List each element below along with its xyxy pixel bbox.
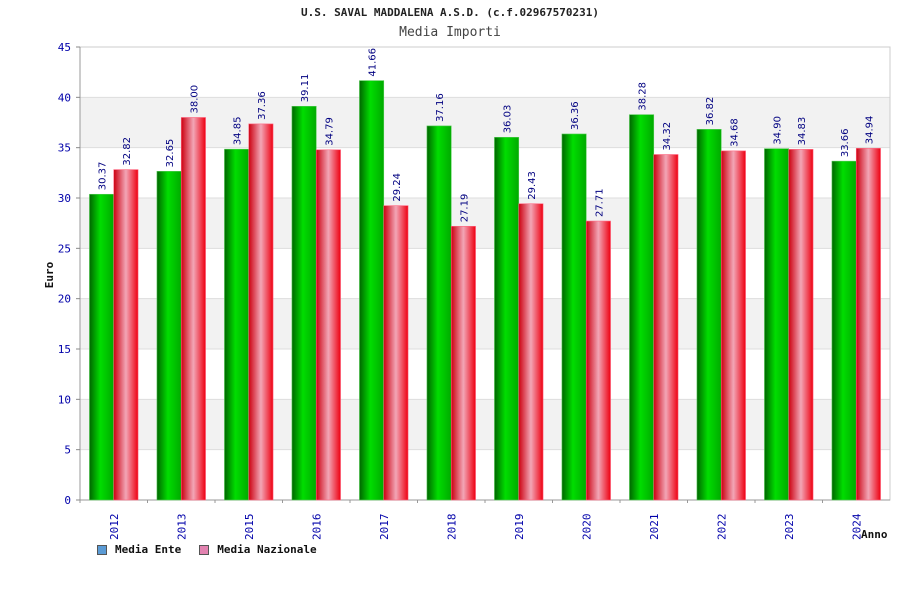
value-label: 34.94 bbox=[864, 116, 875, 145]
y-tick-label: 15 bbox=[58, 343, 71, 356]
chart-subtitle: Media Importi bbox=[399, 25, 501, 40]
value-label: 29.43 bbox=[527, 171, 538, 200]
value-label: 36.82 bbox=[705, 97, 716, 126]
value-label: 32.65 bbox=[165, 139, 176, 168]
bar-media-nazionale-2018 bbox=[450, 225, 476, 501]
bar-media-ente-2021 bbox=[629, 114, 655, 501]
y-tick-label: 40 bbox=[58, 91, 71, 104]
x-tick-label: 2018 bbox=[445, 514, 458, 541]
grid-band bbox=[80, 147, 890, 198]
legend-item-media-ente: Media Ente bbox=[97, 543, 181, 556]
y-tick-label: 10 bbox=[58, 393, 71, 406]
value-label: 34.68 bbox=[729, 118, 740, 147]
x-axis-label: Anno bbox=[861, 528, 888, 541]
grid-band bbox=[80, 298, 890, 349]
bar-media-nazionale-2017 bbox=[383, 205, 409, 501]
value-label: 41.66 bbox=[368, 48, 379, 77]
bar-media-nazionale-2015 bbox=[248, 123, 274, 501]
chart-title: U.S. SAVAL MADDALENA A.S.D. (c.f.0296757… bbox=[300, 6, 599, 19]
legend-label-media-nazionale: Media Nazionale bbox=[217, 543, 317, 556]
y-tick-label: 45 bbox=[58, 41, 71, 54]
x-tick-label: 2019 bbox=[513, 514, 526, 541]
grid-band bbox=[80, 198, 890, 249]
bar-media-ente-2020 bbox=[561, 133, 587, 501]
x-tick-label: 2012 bbox=[108, 514, 121, 541]
grid-band bbox=[80, 399, 890, 450]
grid-band bbox=[80, 47, 890, 98]
y-tick-label: 20 bbox=[58, 293, 71, 306]
value-label: 34.90 bbox=[773, 116, 784, 145]
y-tick-label: 25 bbox=[58, 242, 71, 255]
x-tick-label: 2023 bbox=[783, 514, 796, 541]
legend-swatch-media-ente bbox=[97, 544, 107, 555]
x-tick-label: 2022 bbox=[715, 514, 728, 541]
value-label: 34.32 bbox=[662, 122, 673, 151]
value-label: 37.36 bbox=[257, 91, 268, 120]
y-tick-label: 0 bbox=[64, 494, 71, 507]
bar-media-nazionale-2021 bbox=[653, 154, 679, 501]
value-label: 32.82 bbox=[122, 137, 133, 166]
bar-media-ente-2024 bbox=[831, 160, 857, 501]
x-tick-label: 2021 bbox=[648, 514, 661, 541]
x-tick-label: 2017 bbox=[378, 514, 391, 541]
bar-media-nazionale-2024 bbox=[855, 147, 881, 501]
grid-band bbox=[80, 97, 890, 148]
x-tick-label: 2013 bbox=[175, 514, 188, 541]
legend-item-media-nazionale: Media Nazionale bbox=[199, 543, 317, 556]
grid-band bbox=[80, 449, 890, 500]
y-tick-label: 5 bbox=[64, 444, 71, 457]
x-tick-label: 2015 bbox=[243, 514, 256, 541]
bar-media-ente-2013 bbox=[156, 171, 182, 501]
bar-media-ente-2012 bbox=[89, 193, 115, 501]
y-axis-label: Euro bbox=[43, 261, 56, 288]
y-tick-label: 30 bbox=[58, 192, 71, 205]
legend-label-media-ente: Media Ente bbox=[115, 543, 182, 556]
grid-band bbox=[80, 248, 890, 299]
legend: Media Ente Media Nazionale bbox=[97, 543, 317, 556]
value-label: 34.85 bbox=[233, 117, 244, 146]
bar-media-ente-2019 bbox=[494, 136, 520, 501]
value-label: 33.66 bbox=[840, 129, 851, 158]
value-label: 36.36 bbox=[570, 101, 581, 130]
value-label: 34.83 bbox=[797, 117, 808, 146]
legend-swatch-media-nazionale bbox=[199, 544, 210, 555]
value-label: 30.37 bbox=[98, 162, 109, 191]
value-label: 38.00 bbox=[189, 85, 200, 114]
bar-media-ente-2022 bbox=[696, 129, 722, 501]
y-tick-label: 35 bbox=[58, 142, 71, 155]
x-tick-label: 2020 bbox=[580, 514, 593, 541]
value-label: 27.19 bbox=[459, 194, 470, 223]
bar-media-ente-2017 bbox=[359, 80, 385, 501]
x-tick-label: 2024 bbox=[850, 513, 863, 540]
bar-media-ente-2018 bbox=[426, 125, 452, 501]
bar-media-nazionale-2016 bbox=[315, 149, 341, 501]
value-label: 36.03 bbox=[503, 105, 514, 134]
bar-media-nazionale-2020 bbox=[585, 220, 611, 501]
x-tick-label: 2016 bbox=[310, 514, 323, 541]
bar-media-nazionale-2023 bbox=[788, 149, 814, 501]
value-label: 27.71 bbox=[594, 188, 605, 217]
value-label: 34.79 bbox=[324, 117, 335, 146]
bar-media-nazionale-2013 bbox=[180, 117, 206, 501]
bar-media-ente-2015 bbox=[224, 148, 250, 501]
value-label: 29.24 bbox=[392, 173, 403, 202]
bar-media-nazionale-2019 bbox=[518, 203, 544, 501]
value-label: 37.16 bbox=[435, 93, 446, 122]
bar-media-nazionale-2022 bbox=[720, 150, 746, 501]
bar-media-nazionale-2012 bbox=[113, 169, 139, 501]
grid-band bbox=[80, 349, 890, 400]
value-label: 39.11 bbox=[300, 74, 311, 103]
value-label: 38.28 bbox=[638, 82, 649, 111]
bar-media-ente-2016 bbox=[291, 105, 317, 501]
bar-media-ente-2023 bbox=[764, 148, 790, 501]
